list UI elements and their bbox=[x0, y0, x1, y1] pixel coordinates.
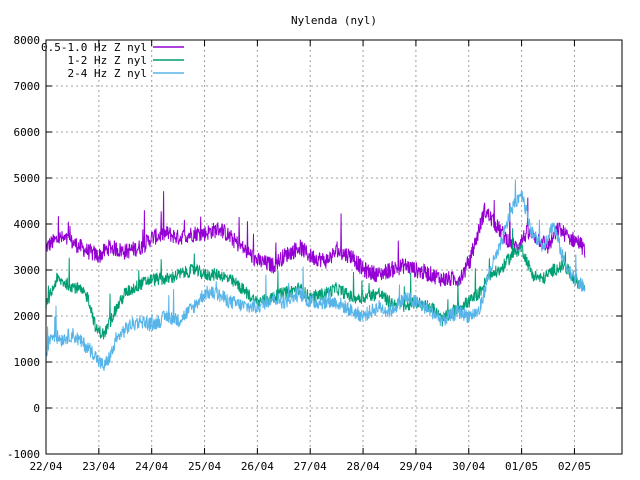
y-tick-label: 3000 bbox=[14, 264, 41, 277]
legend-label: 1-2 Hz Z nyl bbox=[68, 54, 147, 67]
y-tick-label: 5000 bbox=[14, 172, 41, 185]
x-tick-label: 25/04 bbox=[188, 460, 221, 473]
x-tick-label: 26/04 bbox=[241, 460, 274, 473]
chart-title: Nylenda (nyl) bbox=[291, 14, 377, 27]
x-tick-label: 28/04 bbox=[347, 460, 380, 473]
series-line bbox=[45, 228, 586, 340]
y-tick-label: -1000 bbox=[7, 448, 40, 461]
y-tick-label: 1000 bbox=[14, 356, 41, 369]
y-tick-label: 8000 bbox=[14, 34, 41, 47]
y-tick-label: 4000 bbox=[14, 218, 41, 231]
x-tick-label: 22/04 bbox=[29, 460, 62, 473]
legend-label: 2-4 Hz Z nyl bbox=[68, 67, 147, 80]
x-tick-label: 02/05 bbox=[558, 460, 591, 473]
plot-frame bbox=[45, 39, 623, 455]
y-tick-labels: -1000 0 1000 2000 3000 4000 5000 6000 7000 8000 bbox=[7, 34, 40, 461]
y-tick-label: 7000 bbox=[14, 80, 41, 93]
x-tick-label: 27/04 bbox=[294, 460, 327, 473]
x-tick-label: 23/04 bbox=[82, 460, 115, 473]
x-tick-label: 30/04 bbox=[452, 460, 485, 473]
series-layer bbox=[45, 179, 586, 371]
x-tick-label: 29/04 bbox=[399, 460, 432, 473]
series-line bbox=[45, 179, 586, 371]
tick-marks bbox=[45, 39, 622, 455]
y-tick-label: 2000 bbox=[14, 310, 41, 323]
legend-label: 0.5-1.0 Hz Z nyl bbox=[41, 41, 147, 54]
y-tick-label: 0 bbox=[33, 402, 40, 415]
y-tick-label: 6000 bbox=[14, 126, 41, 139]
x-tick-labels: 22/04 23/04 24/04 25/04 26/04 27/04 28/04 29/04… bbox=[29, 460, 591, 473]
series-line bbox=[45, 191, 586, 287]
x-tick-label: 24/04 bbox=[135, 460, 168, 473]
grid-lines bbox=[46, 40, 622, 454]
x-tick-label: 01/05 bbox=[505, 460, 538, 473]
